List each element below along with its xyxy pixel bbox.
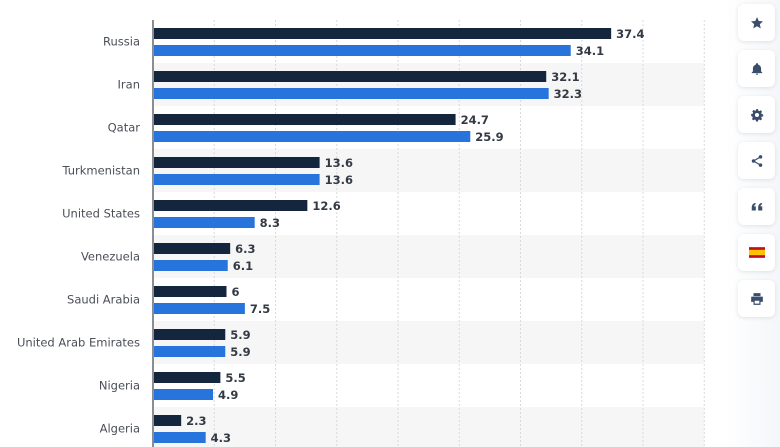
category-label: Algeria — [100, 422, 140, 436]
settings-button[interactable] — [738, 96, 775, 133]
bar-series-1[interactable] — [153, 286, 227, 297]
value-label: 5.9 — [230, 345, 250, 359]
gridlines — [213, 20, 705, 447]
share-button[interactable] — [738, 142, 775, 179]
value-label: 4.3 — [211, 431, 231, 445]
print-icon — [750, 292, 763, 305]
value-label: 34.1 — [576, 44, 604, 58]
value-label: 24.7 — [461, 113, 489, 127]
row-background — [153, 235, 705, 278]
category-label: Russia — [103, 35, 140, 49]
quote-icon — [751, 202, 762, 210]
bars — [153, 28, 612, 443]
bar-series-2[interactable] — [153, 260, 228, 271]
bell-icon — [751, 62, 762, 75]
value-label: 5.5 — [225, 371, 245, 385]
value-label: 2.3 — [186, 414, 206, 428]
language-button[interactable] — [738, 234, 775, 271]
row-background — [153, 407, 705, 447]
value-labels: 37.4 34.1 32.1 32.3 24.7 25.9 13.6 13.6 12.6 8.3 6… — [186, 27, 644, 445]
bar-series-2[interactable] — [153, 174, 320, 185]
bar-series-1[interactable] — [153, 71, 547, 82]
bar-series-1[interactable] — [153, 157, 320, 168]
category-label: Venezuela — [81, 250, 140, 264]
category-label: Saudi Arabia — [67, 293, 140, 307]
bar-series-2[interactable] — [153, 131, 471, 142]
category-label: United States — [62, 207, 140, 221]
bar-series-1[interactable] — [153, 243, 231, 254]
share-icon — [751, 154, 762, 167]
row-backgrounds — [153, 63, 705, 447]
category-label: Iran — [118, 78, 140, 92]
category-label: Qatar — [108, 121, 141, 135]
print-button[interactable] — [738, 280, 775, 317]
value-label: 5.9 — [230, 328, 250, 342]
bar-chart: Russia Iran Qatar Turkmenistan United States… — [17, 20, 705, 447]
bar-series-2[interactable] — [153, 45, 571, 56]
action-sidebar — [725, 0, 780, 447]
bar-series-2[interactable] — [153, 346, 226, 357]
value-label: 6.1 — [233, 259, 253, 273]
category-labels: Russia Iran Qatar Turkmenistan United States… — [17, 35, 140, 436]
bar-series-1[interactable] — [153, 372, 221, 383]
value-label: 8.3 — [260, 216, 280, 230]
value-label: 32.1 — [551, 70, 579, 84]
value-label: 13.6 — [325, 173, 353, 187]
bar-series-1[interactable] — [153, 114, 456, 125]
bar-series-1[interactable] — [153, 415, 182, 426]
bar-series-2[interactable] — [153, 217, 255, 228]
value-label: 6 — [232, 285, 240, 299]
value-label: 25.9 — [475, 130, 503, 144]
row-background — [153, 149, 705, 192]
value-label: 37.4 — [616, 27, 644, 41]
bar-series-2[interactable] — [153, 88, 549, 99]
value-label: 32.3 — [554, 87, 582, 101]
bar-series-2[interactable] — [153, 389, 214, 400]
bar-series-2[interactable] — [153, 432, 206, 443]
value-label: 7.5 — [250, 302, 270, 316]
value-label: 4.9 — [218, 388, 238, 402]
value-label: 6.3 — [235, 242, 255, 256]
bar-series-2[interactable] — [153, 303, 245, 314]
cite-button[interactable] — [738, 188, 775, 225]
spain-flag-icon — [748, 247, 765, 258]
bar-series-1[interactable] — [153, 200, 308, 211]
notification-button[interactable] — [738, 50, 775, 87]
category-label: United Arab Emirates — [17, 336, 140, 350]
row-background — [153, 321, 705, 364]
favorite-button[interactable] — [738, 4, 775, 41]
category-label: Turkmenistan — [61, 164, 140, 178]
category-label: Nigeria — [99, 379, 140, 393]
bar-series-1[interactable] — [153, 28, 612, 39]
row-background — [153, 63, 705, 106]
star-icon — [750, 16, 763, 28]
value-label: 12.6 — [312, 199, 340, 213]
bar-series-1[interactable] — [153, 329, 226, 340]
gear-icon — [750, 108, 763, 122]
value-label: 13.6 — [325, 156, 353, 170]
